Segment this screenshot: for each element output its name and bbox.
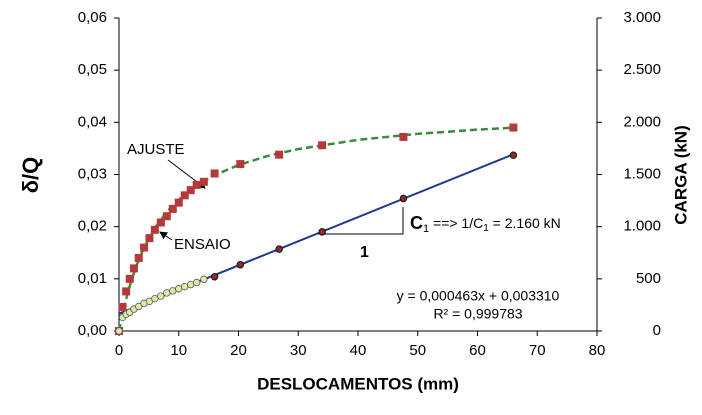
y2-tick-label: 0 (653, 322, 661, 339)
arrow (159, 231, 173, 241)
marker (122, 287, 131, 296)
y-tick-label: 0,01 (78, 270, 107, 287)
x-tick-label: 10 (170, 342, 187, 359)
y-tick-label: 0,02 (78, 218, 107, 235)
annotation: C1 ==> 1/C1 = 2.160 kN (410, 213, 561, 235)
x-axis-label: DESLOCAMENTOS (mm) (257, 374, 459, 393)
slope-triangle (318, 207, 404, 235)
marker (318, 228, 326, 236)
marker (168, 204, 177, 213)
annotation: ENSAIO (174, 236, 231, 253)
y2-tick-label: 1.000 (623, 218, 661, 235)
marker (125, 274, 134, 283)
marker (157, 292, 165, 300)
marker (174, 198, 183, 207)
y-tick-label: 0,00 (78, 322, 107, 339)
y-tick-label: 0,06 (78, 9, 107, 26)
marker (118, 303, 127, 312)
marker (135, 302, 143, 311)
marker (210, 169, 219, 178)
marker (275, 150, 284, 159)
y2-tick-label: 2.500 (623, 61, 661, 78)
y-tick-label: 0,03 (78, 165, 107, 182)
y2-tick-label: 1.500 (623, 165, 661, 182)
x-tick-label: 30 (290, 342, 307, 359)
marker (151, 294, 159, 303)
x-tick-label: 80 (589, 342, 606, 359)
y-tick-label: 0,05 (78, 61, 107, 78)
marker (150, 225, 159, 234)
marker (318, 141, 327, 150)
y2-tick-label: 500 (636, 270, 661, 287)
marker (145, 234, 154, 243)
y-tick-label: 0,04 (78, 113, 107, 130)
marker (192, 278, 201, 287)
y2-tick-label: 2.000 (623, 113, 661, 130)
marker (140, 243, 149, 252)
y2-axis-label: CARGA (kN) (671, 125, 690, 224)
x-tick-label: 60 (469, 342, 486, 359)
x-tick-label: 70 (529, 342, 546, 359)
marker (236, 261, 244, 269)
marker (186, 186, 195, 195)
marker (200, 275, 208, 284)
marker (134, 253, 143, 262)
annotation: AJUSTE (127, 141, 185, 158)
annotation: y = 0,000463x + 0,003310 (397, 288, 560, 304)
x-tick-label: 20 (230, 342, 247, 359)
y2-tick-label: 3.000 (623, 9, 661, 26)
y-axis-label: δ/Q (18, 157, 43, 194)
marker (192, 180, 201, 189)
marker (399, 132, 408, 141)
marker (115, 327, 123, 335)
marker (129, 264, 138, 273)
x-tick-label: 0 (115, 342, 123, 359)
marker (509, 123, 518, 132)
marker (399, 194, 408, 203)
marker (210, 273, 219, 281)
x-tick-label: 50 (409, 342, 426, 359)
marker (162, 212, 171, 221)
x-tick-label: 40 (350, 342, 367, 359)
annotation: R² = 0,999783 (433, 306, 522, 322)
marker (180, 191, 189, 200)
annotation: 1 (360, 244, 369, 261)
marker (275, 245, 283, 253)
marker (509, 151, 518, 159)
marker (156, 218, 165, 227)
marker (236, 160, 245, 169)
marker (199, 177, 208, 186)
